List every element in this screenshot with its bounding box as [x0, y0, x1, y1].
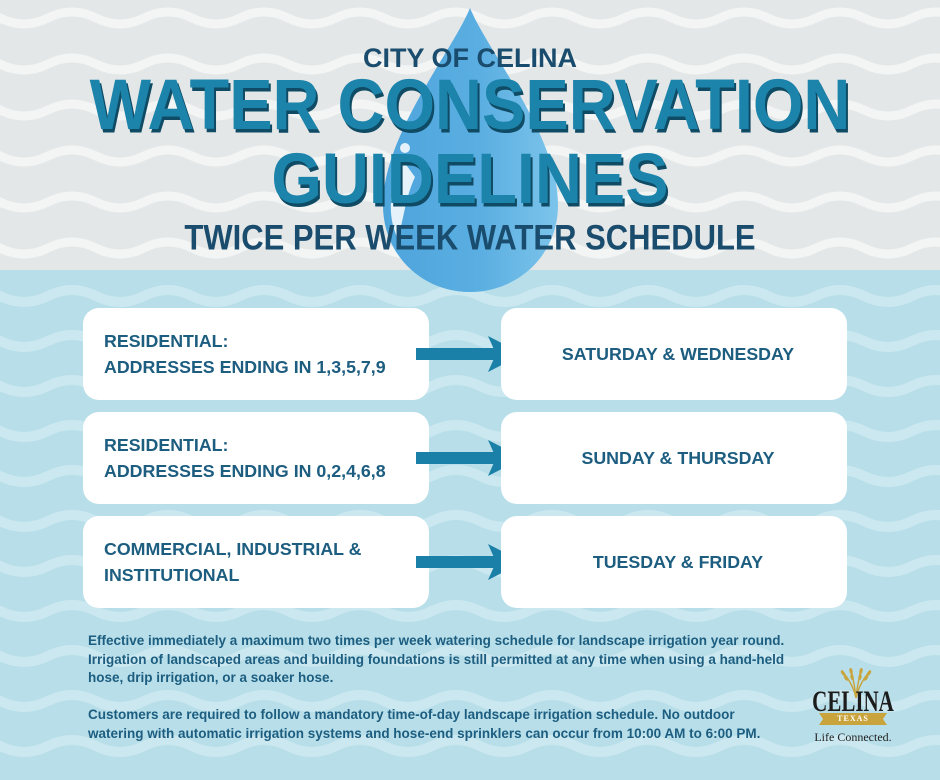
- page-title-line-2: GUIDELINES: [271, 138, 669, 219]
- note-line: hose, drip irrigation, or a soaker hose.: [88, 670, 334, 685]
- city-logo: CELINA TEXAS Life Connected.: [806, 666, 900, 750]
- city-name: CITY OF CELINA: [362, 43, 577, 73]
- schedule-group-detail: INSTITUTIONAL: [104, 565, 240, 585]
- logo-tagline: Life Connected.: [814, 730, 892, 744]
- irrigation-note-paragraph: Effective immediately a maximum two time…: [88, 632, 784, 688]
- schedule-days-card: SATURDAY & WEDNESDAY: [501, 308, 847, 400]
- water-drop-icon: [383, 8, 558, 292]
- schedule-days-card: SUNDAY & THURSDAY: [501, 412, 847, 504]
- schedule-group-detail: ADDRESSES ENDING IN 0,2,4,6,8: [104, 461, 386, 481]
- note-line: Effective immediately a maximum two time…: [88, 633, 785, 648]
- schedule-group-label: RESIDENTIAL:: [104, 435, 229, 455]
- schedule-group-detail: ADDRESSES ENDING IN 1,3,5,7,9: [104, 357, 386, 377]
- note-line: watering with automatic irrigation syste…: [88, 725, 761, 741]
- page-title-line-1: WATER CONSERVATION: [89, 64, 851, 145]
- schedule-days: SATURDAY & WEDNESDAY: [561, 344, 795, 364]
- logo-state-label: TEXAS: [837, 714, 869, 723]
- schedule-group-card: RESIDENTIAL: ADDRESSES ENDING IN 0,2,4,6…: [83, 412, 429, 504]
- schedule-days-card: TUESDAY & FRIDAY: [501, 516, 847, 608]
- wave-line: [0, 735, 940, 757]
- schedule-group-label: RESIDENTIAL:: [104, 331, 229, 351]
- schedule-group-card: RESIDENTIAL: ADDRESSES ENDING IN 1,3,5,7…: [83, 308, 429, 400]
- note-line: Irrigation of landscaped areas and build…: [88, 651, 785, 667]
- time-of-day-note-paragraph: Customers are required to follow a manda…: [88, 706, 760, 743]
- logo-wordmark: CELINA: [812, 685, 894, 718]
- wave-line: [0, 285, 940, 307]
- wave-line: [0, 645, 940, 667]
- schedule-days: TUESDAY & FRIDAY: [592, 552, 764, 572]
- page-subtitle: TWICE PER WEEK WATER SCHEDULE: [184, 217, 756, 258]
- wave-line: [0, 7, 940, 29]
- wave-line: [0, 690, 940, 712]
- wheat-icon: [840, 668, 872, 698]
- schedule-group-label: COMMERCIAL, INDUSTRIAL &: [104, 539, 362, 559]
- ribbon-banner-icon: [819, 713, 887, 725]
- schedule-days: SUNDAY & THURSDAY: [581, 448, 775, 468]
- schedule-group-card: COMMERCIAL, INDUSTRIAL & INSTITUTIONAL: [83, 516, 429, 608]
- note-line: Customers are required to follow a manda…: [88, 707, 735, 722]
